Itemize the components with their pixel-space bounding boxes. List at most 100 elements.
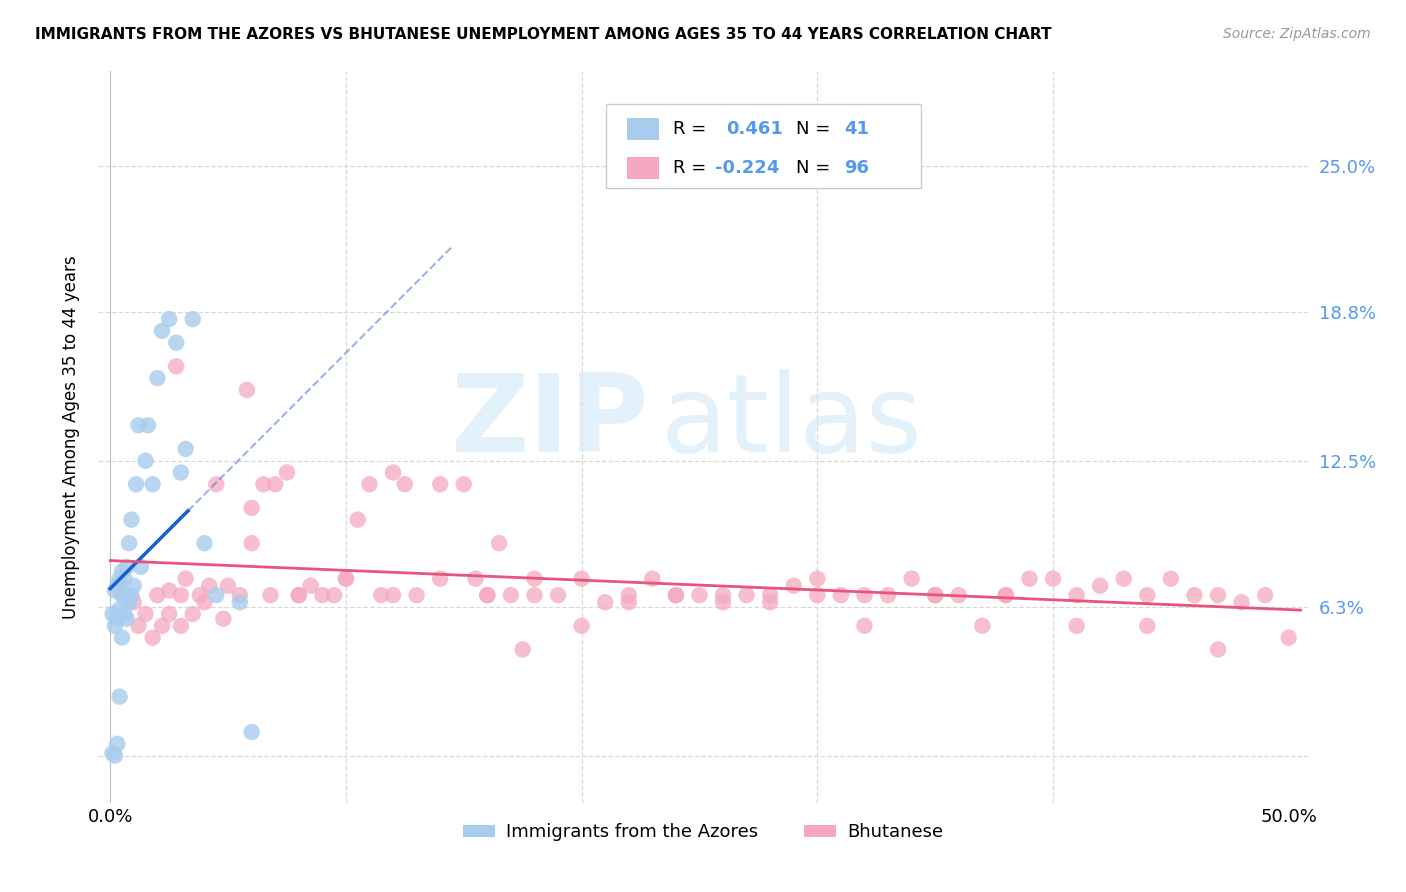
Point	[108, 602, 131, 616]
Point	[1136, 588, 1159, 602]
Point	[105, 737, 128, 751]
Point	[759, 588, 782, 602]
Text: IMMIGRANTS FROM THE AZORES VS BHUTANESE UNEMPLOYMENT AMONG AGES 35 TO 44 YEARS C: IMMIGRANTS FROM THE AZORES VS BHUTANESE …	[35, 27, 1052, 42]
Point	[359, 477, 381, 491]
Point	[806, 572, 828, 586]
Point	[299, 579, 322, 593]
Point	[1042, 572, 1064, 586]
Point	[735, 588, 758, 602]
Point	[157, 607, 180, 621]
Point	[1254, 588, 1277, 602]
Text: Source: ZipAtlas.com: Source: ZipAtlas.com	[1223, 27, 1371, 41]
Point	[136, 418, 159, 433]
Point	[382, 588, 405, 602]
Point	[170, 588, 193, 602]
Point	[240, 500, 263, 515]
Point	[101, 746, 124, 760]
Point	[104, 619, 127, 633]
Point	[101, 607, 124, 621]
Point	[1088, 579, 1111, 593]
Point	[115, 612, 138, 626]
Point	[287, 588, 309, 602]
Point	[477, 588, 499, 602]
Point	[593, 595, 616, 609]
Point	[1018, 572, 1040, 586]
Point	[105, 612, 128, 626]
Point	[617, 595, 640, 609]
Point	[205, 588, 228, 602]
Point	[335, 572, 357, 586]
Point	[405, 588, 427, 602]
Text: 96: 96	[845, 159, 869, 177]
Point	[1112, 572, 1135, 586]
Point	[1230, 595, 1253, 609]
Point	[464, 572, 486, 586]
Point	[115, 559, 138, 574]
Point	[711, 588, 734, 602]
Point	[111, 565, 134, 579]
Point	[994, 588, 1017, 602]
Point	[346, 513, 368, 527]
Point	[112, 572, 135, 586]
Point	[276, 466, 298, 480]
Point	[111, 588, 134, 602]
Text: -0.224: -0.224	[716, 159, 779, 177]
Point	[335, 572, 357, 586]
Point	[193, 595, 215, 609]
FancyBboxPatch shape	[627, 119, 659, 140]
Point	[229, 595, 252, 609]
Point	[429, 572, 451, 586]
Text: 0.461: 0.461	[725, 120, 783, 138]
Point	[287, 588, 309, 602]
Point	[205, 477, 228, 491]
Point	[118, 536, 141, 550]
Point	[617, 588, 640, 602]
Point	[135, 607, 157, 621]
Point	[853, 619, 876, 633]
Point	[125, 477, 148, 491]
Point	[174, 572, 197, 586]
Point	[900, 572, 922, 586]
Point	[665, 588, 688, 602]
Point	[994, 588, 1017, 602]
Point	[877, 588, 900, 602]
Point	[217, 579, 239, 593]
Point	[146, 588, 169, 602]
Point	[188, 588, 211, 602]
Point	[157, 583, 180, 598]
Point	[122, 595, 145, 609]
Point	[112, 588, 135, 602]
Point	[323, 588, 346, 602]
Point	[830, 588, 852, 602]
Point	[711, 595, 734, 609]
Point	[370, 588, 392, 602]
Text: N =: N =	[796, 120, 837, 138]
Legend: Immigrants from the Azores, Bhutanese: Immigrants from the Azores, Bhutanese	[456, 816, 950, 848]
Point	[198, 579, 221, 593]
Point	[1206, 588, 1229, 602]
Point	[1184, 588, 1206, 602]
Point	[571, 619, 593, 633]
Point	[181, 312, 204, 326]
FancyBboxPatch shape	[606, 104, 921, 188]
Point	[429, 477, 451, 491]
Point	[477, 588, 499, 602]
Point	[135, 453, 157, 467]
Point	[240, 725, 263, 739]
Point	[142, 477, 165, 491]
Point	[1160, 572, 1182, 586]
Point	[394, 477, 416, 491]
Point	[853, 588, 876, 602]
Point	[547, 588, 569, 602]
Point	[170, 466, 193, 480]
Point	[157, 312, 180, 326]
Point	[120, 513, 142, 527]
Point	[127, 418, 149, 433]
Text: N =: N =	[796, 159, 837, 177]
Text: atlas: atlas	[661, 369, 922, 475]
Point	[488, 536, 510, 550]
Point	[924, 588, 946, 602]
Point	[1136, 619, 1159, 633]
Point	[571, 572, 593, 586]
Point	[181, 607, 204, 621]
